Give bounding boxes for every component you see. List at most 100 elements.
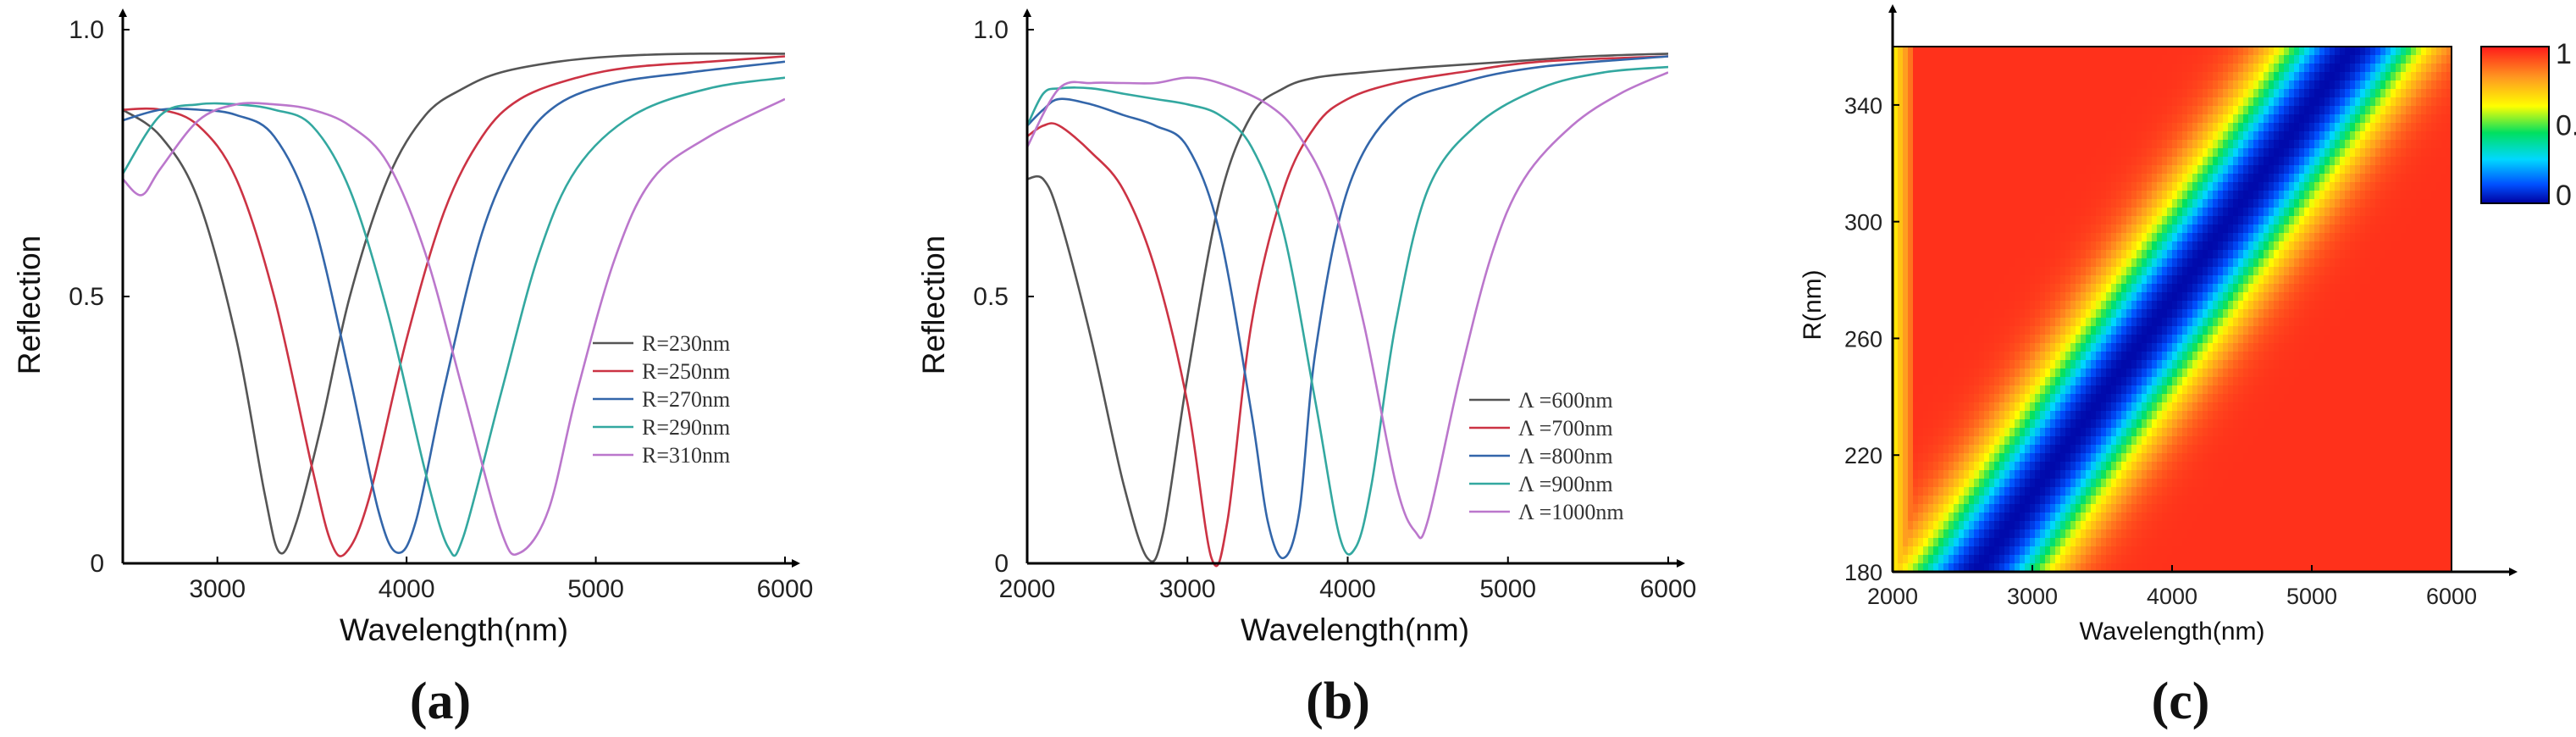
- heatmap-cell: [2009, 80, 2015, 90]
- heatmap-cell: [2248, 131, 2254, 141]
- heatmap-cell: [1938, 174, 1944, 183]
- heatmap-cell: [2086, 182, 2092, 191]
- heatmap-cell: [1959, 326, 1965, 335]
- heatmap-cell: [2426, 343, 2432, 352]
- heatmap-cell: [2116, 97, 2122, 107]
- heatmap-cell: [2340, 47, 2346, 56]
- heatmap-cell: [1903, 216, 1909, 225]
- heatmap-cell: [2177, 64, 2183, 73]
- legend-entry-5: R=310nm: [642, 443, 730, 468]
- heatmap-cell: [2065, 114, 2071, 124]
- heatmap-cell: [2162, 216, 2168, 225]
- heatmap-cell: [2009, 258, 2015, 268]
- heatmap-cell: [2081, 309, 2087, 319]
- heatmap-cell: [1938, 140, 1944, 149]
- heatmap-cell: [2070, 80, 2076, 90]
- heatmap-cell: [2203, 55, 2208, 64]
- heatmap-cell: [2380, 411, 2386, 420]
- heatmap-cell: [2035, 131, 2041, 141]
- heatmap-cell: [2421, 89, 2427, 98]
- heatmap-cell: [2411, 64, 2417, 73]
- heatmap-cell: [2441, 47, 2447, 56]
- heatmap-cell: [2152, 326, 2158, 335]
- heatmap-cell: [2416, 131, 2422, 141]
- heatmap-cell: [2111, 72, 2117, 81]
- heatmap-cell: [2370, 402, 2376, 412]
- heatmap-cell: [2192, 131, 2198, 141]
- heatmap-cell: [1903, 64, 1909, 73]
- legend-entry-3: Λ =800nm: [1518, 444, 1613, 468]
- heatmap-cell: [2167, 275, 2173, 285]
- heatmap-cell: [2223, 80, 2229, 90]
- heatmap-cell: [2446, 309, 2452, 319]
- heatmap-cell: [2411, 250, 2417, 259]
- heatmap-cell: [2319, 352, 2325, 361]
- heatmap-cell: [1913, 72, 1919, 81]
- heatmap-cell: [2111, 224, 2117, 234]
- heatmap-cell: [2406, 368, 2412, 378]
- heatmap-cell: [2355, 326, 2361, 335]
- heatmap-cell: [2137, 140, 2142, 149]
- heatmap-cell: [1923, 224, 1929, 234]
- heatmap-cell: [1918, 301, 1924, 310]
- heatmap-cell: [1954, 267, 1960, 276]
- heatmap-cell: [1943, 394, 1949, 403]
- heatmap-cell: [2253, 97, 2259, 107]
- heatmap-cell: [1949, 157, 1954, 166]
- heatmap-cell: [2111, 309, 2117, 319]
- heatmap-cell: [2116, 80, 2122, 90]
- heatmap-cell: [2197, 157, 2203, 166]
- heatmap-cell: [2391, 377, 2396, 386]
- heatmap-cell: [2111, 191, 2117, 200]
- heatmap-cell: [2040, 258, 2046, 268]
- heatmap-cell: [2157, 258, 2163, 268]
- heatmap-cell: [2162, 309, 2168, 319]
- heatmap-cell: [2406, 140, 2412, 149]
- heatmap-cell: [2264, 208, 2269, 217]
- heatmap-cell: [2121, 292, 2127, 302]
- heatmap-cell: [2446, 131, 2452, 141]
- heatmap-cell: [1893, 47, 1899, 56]
- heatmap-cell: [2319, 233, 2325, 242]
- heatmap-cell: [2294, 318, 2300, 327]
- heatmap-cell: [2091, 309, 2097, 319]
- heatmap-cell: [2076, 148, 2081, 158]
- heatmap-cell: [2197, 419, 2203, 429]
- heatmap-cell: [2294, 394, 2300, 403]
- heatmap-cell: [2406, 80, 2412, 90]
- heatmap-cell: [1893, 157, 1899, 166]
- heatmap-cell: [2116, 284, 2122, 293]
- heatmap-cell: [2137, 157, 2142, 166]
- heatmap-cell: [2319, 148, 2325, 158]
- heatmap-cell: [2055, 64, 2061, 73]
- heatmap-cell: [2142, 301, 2148, 310]
- heatmap-cell: [2172, 191, 2178, 200]
- heatmap-cell: [2233, 72, 2239, 81]
- heatmap-cell: [2157, 275, 2163, 285]
- heatmap-cell: [2142, 343, 2148, 352]
- heatmap-cell: [2015, 309, 2020, 319]
- heatmap-cell: [1893, 80, 1899, 90]
- heatmap-cell: [2009, 131, 2015, 141]
- heatmap-cell: [2162, 106, 2168, 115]
- heatmap-cell: [2385, 182, 2391, 191]
- heatmap-cell: [2065, 292, 2071, 302]
- heatmap-cell: [2035, 123, 2041, 132]
- heatmap-cell: [1938, 106, 1944, 115]
- heatmap-cell: [2274, 64, 2280, 73]
- heatmap-cell: [2258, 301, 2264, 310]
- heatmap-cell: [2187, 377, 2193, 386]
- panel-c-heatmap: [1893, 47, 2452, 573]
- heatmap-cell: [2091, 258, 2097, 268]
- heatmap-cell: [2289, 55, 2295, 64]
- heatmap-cell: [2213, 224, 2219, 234]
- heatmap-cell: [1979, 182, 1985, 191]
- heatmap-cell: [2411, 191, 2417, 200]
- heatmap-cell: [2172, 106, 2178, 115]
- heatmap-cell: [2192, 402, 2198, 412]
- heatmap-cell: [2004, 140, 2010, 149]
- heatmap-cell: [2213, 233, 2219, 242]
- heatmap-cell: [2192, 148, 2198, 158]
- heatmap-cell: [2126, 123, 2132, 132]
- heatmap-cell: [2355, 258, 2361, 268]
